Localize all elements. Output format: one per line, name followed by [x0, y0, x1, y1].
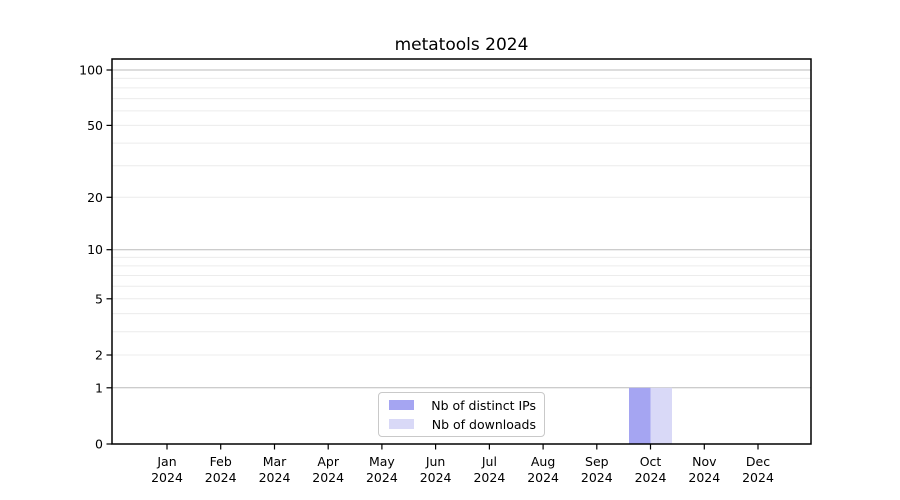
legend-label-downloads: Nb of downloads	[431, 416, 536, 432]
x-tick-label-year: 2024	[581, 470, 613, 485]
x-tick-label-month: Jan	[156, 454, 176, 469]
x-tick-label-month: Jul	[481, 454, 497, 469]
x-tick-label-month: Feb	[210, 454, 232, 469]
x-tick-label-year: 2024	[527, 470, 559, 485]
y-tick-label: 2	[95, 348, 103, 363]
chart-title: metatools 2024	[394, 35, 529, 55]
x-tick-label-month: Nov	[692, 454, 717, 469]
x-tick-label-month: Aug	[531, 454, 555, 469]
x-tick-label-year: 2024	[420, 470, 452, 485]
x-tick-label-year: 2024	[742, 470, 774, 485]
y-tick-label: 100	[79, 63, 103, 78]
bar-downloads	[650, 387, 672, 444]
legend-entry-distinct-ips: Nb of distinct IPs	[389, 398, 536, 413]
x-tick-label-year: 2024	[259, 470, 291, 485]
x-tick-label-month: Mar	[263, 454, 287, 469]
x-tick-label-year: 2024	[151, 470, 183, 485]
x-tick-label-year: 2024	[312, 470, 344, 485]
x-tick-label-month: Apr	[317, 454, 339, 469]
y-tick-label: 20	[87, 190, 103, 205]
axes-border	[111, 58, 812, 445]
y-tick-label: 50	[87, 118, 103, 133]
legend-label-distinct-ips: Nb of distinct IPs	[431, 397, 536, 413]
x-tick-label-month: Dec	[746, 454, 770, 469]
x-tick-label-year: 2024	[366, 470, 398, 485]
x-tick-label-year: 2024	[635, 470, 667, 485]
x-tick-label-month: May	[369, 454, 395, 469]
legend-swatch-downloads	[389, 419, 414, 429]
x-tick-label-month: Jun	[425, 454, 446, 469]
x-tick-label-year: 2024	[688, 470, 720, 485]
x-tick-label-month: Sep	[585, 454, 609, 469]
y-tick-label: 0	[95, 437, 103, 452]
y-tick-label: 5	[95, 291, 103, 306]
bar-distinct-ips	[629, 387, 651, 444]
x-tick-label-month: Oct	[640, 454, 662, 469]
legend-entry-downloads: Nb of downloads	[389, 417, 536, 432]
x-tick-label-year: 2024	[205, 470, 237, 485]
legend-swatch-distinct-ips	[389, 400, 414, 410]
x-tick-label-year: 2024	[473, 470, 505, 485]
y-tick-label: 10	[87, 242, 103, 257]
y-tick-label: 1	[95, 380, 103, 395]
legend: Nb of distinct IPs Nb of downloads	[378, 392, 545, 437]
